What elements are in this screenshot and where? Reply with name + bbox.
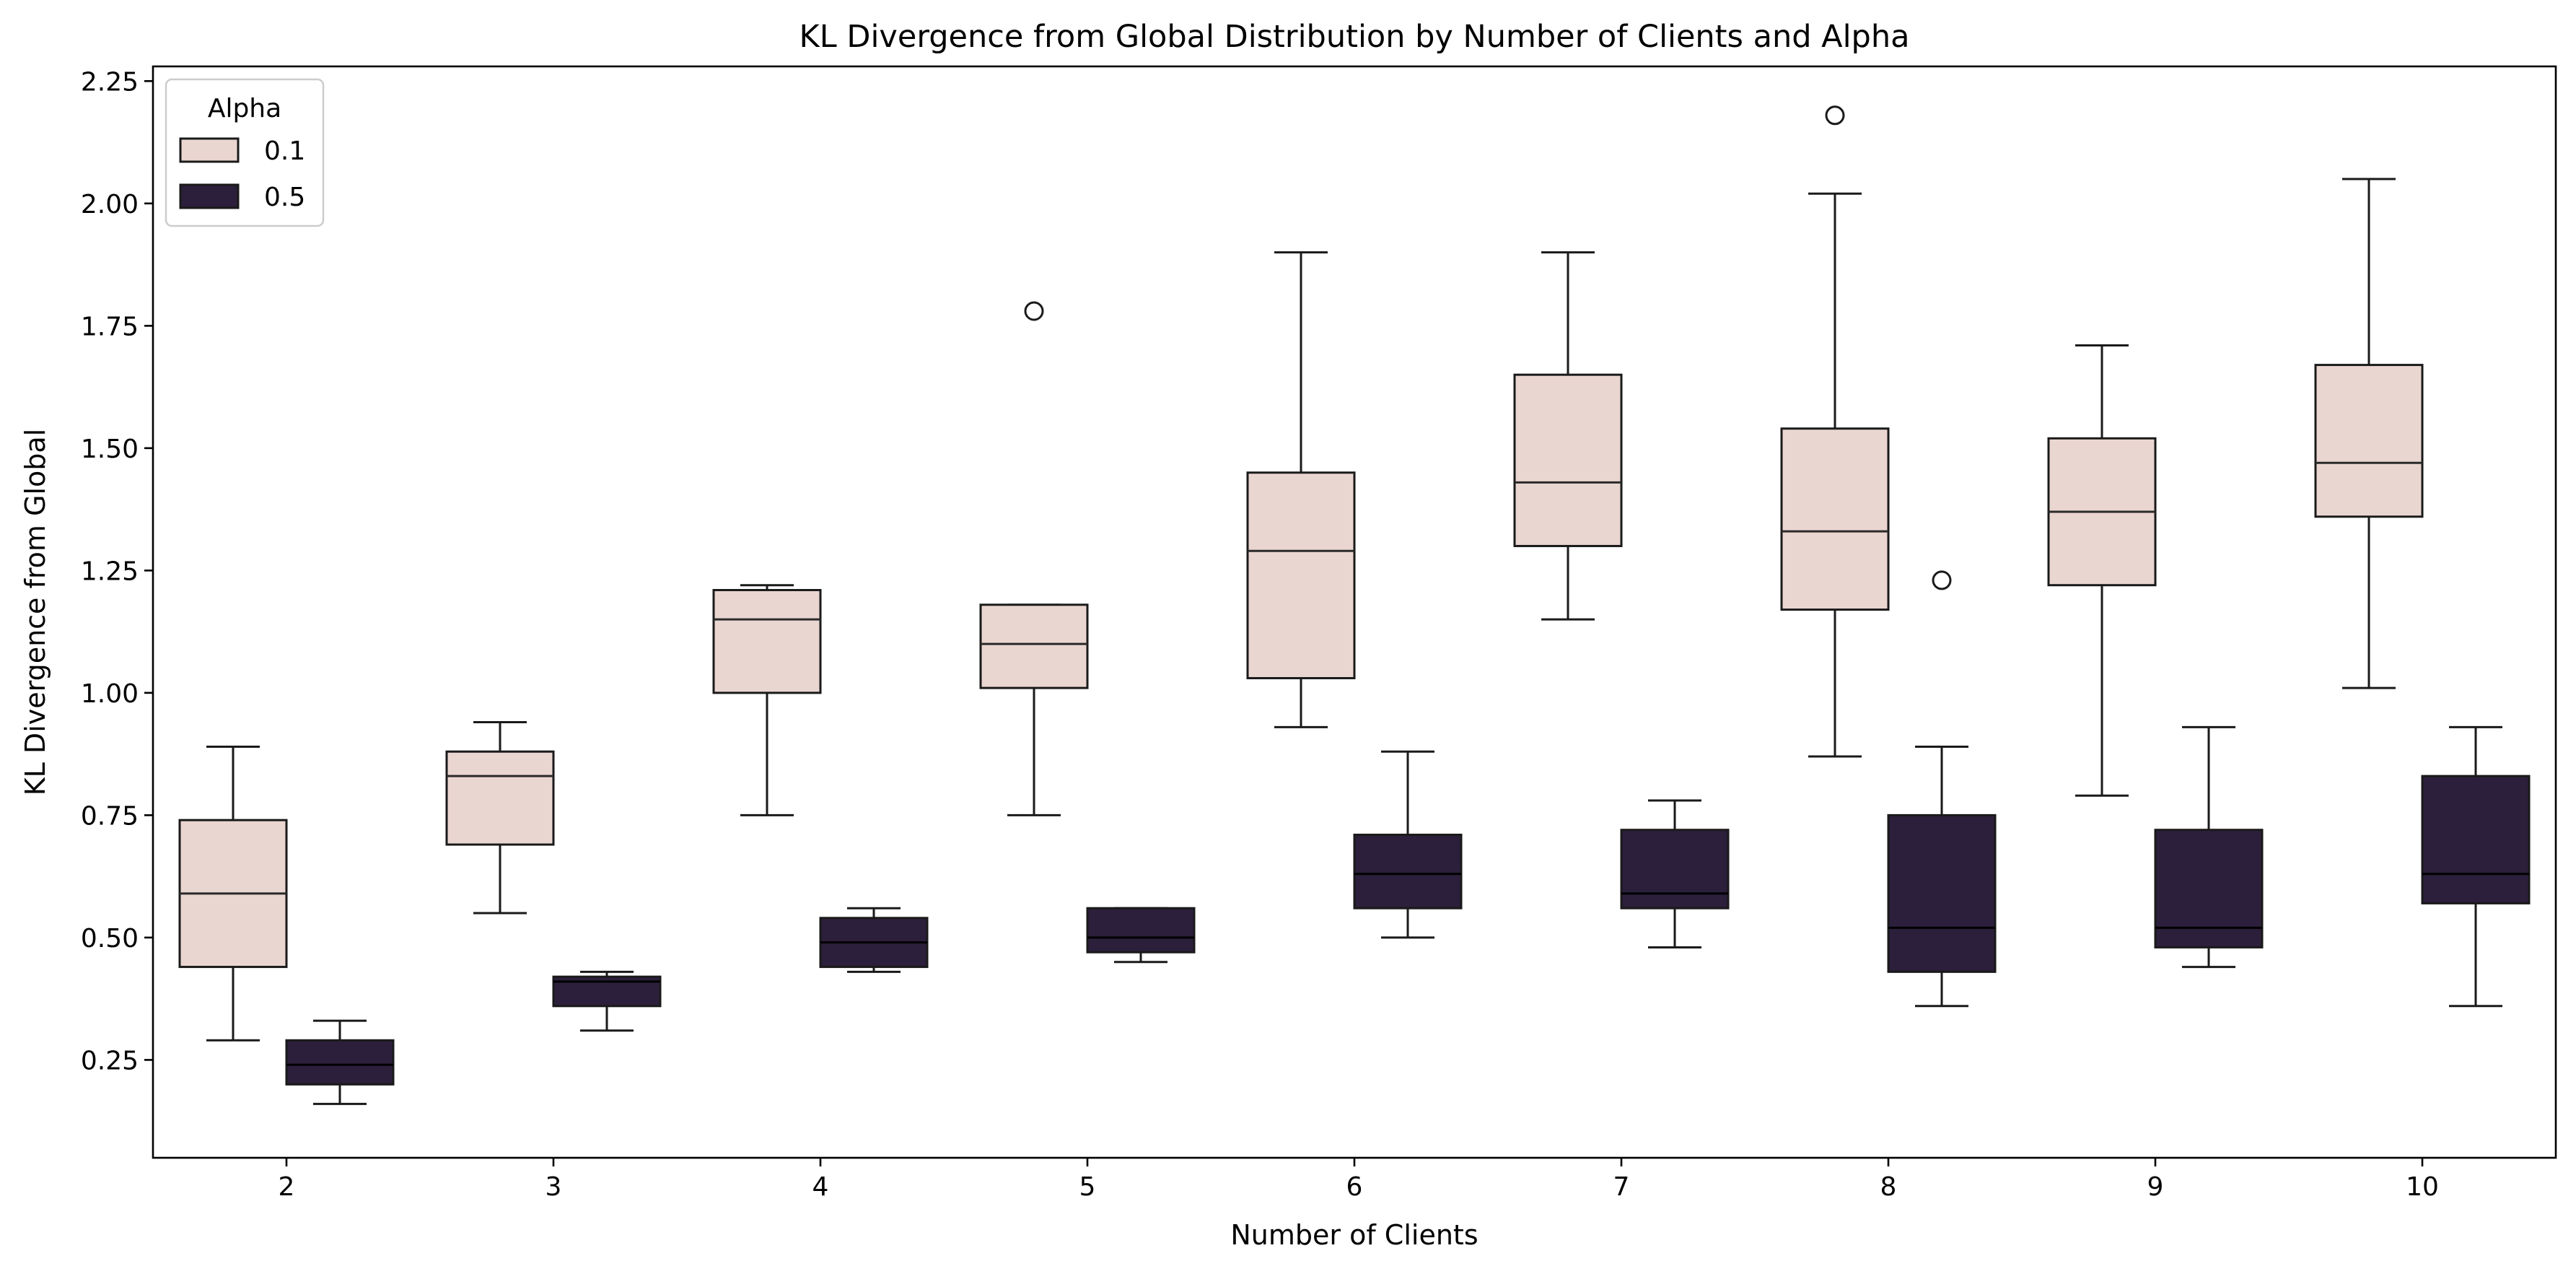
legend-swatch-0.1 [179,137,240,163]
box-iqr [285,1039,395,1086]
box-series-0.1-clients-9 [2047,344,2157,797]
box-iqr [712,588,822,694]
box-series-0.5-clients-2 [285,1019,395,1105]
y-tick-label: 1.75 [81,312,139,341]
box-series-0.1-clients-2 [178,745,288,1042]
x-tick-label: 4 [812,1172,829,1202]
y-axis-ticks: 0.25 0.50 0.75 1.00 1.25 1.50 1.75 2.00 2.25 [81,67,153,1076]
y-tick-label: 0.50 [81,924,139,954]
box-series-0.5-clients-4 [819,907,929,973]
box-series-0.5-clients-5 [1086,907,1196,964]
box-iqr [1246,471,1356,680]
x-tick-label: 7 [1613,1172,1630,1202]
legend-label-0.1: 0.1 [264,136,305,166]
legend-label-0.5: 0.5 [264,183,305,212]
box-series-0.5-clients-10 [2421,725,2531,1008]
box-series-0.5-clients-7 [1620,799,1730,948]
box-series-0.5-clients-3 [552,970,662,1032]
x-axis-ticks: 2 3 4 5 6 7 8 9 10 [279,1158,2439,1202]
box-iqr [1620,829,1730,909]
outlier-point [1825,105,1845,126]
box-iqr [445,750,555,846]
box-iqr [1353,834,1463,909]
box-series-0.5-clients-8 [1887,570,1997,1008]
y-tick-label: 1.00 [81,679,139,709]
legend-title: Alpha [208,94,281,123]
x-axis-label: Number of Clients [1230,1219,1478,1251]
x-tick-label: 8 [1880,1172,1897,1202]
y-tick-label: 1.50 [81,435,139,464]
y-tick-label: 0.25 [81,1046,139,1076]
legend: Alpha 0.1 0.5 [165,78,325,227]
plot-frame [152,65,2557,1159]
box-iqr [2154,829,2264,948]
box-series-0.5-clients-9 [2154,725,2264,969]
x-tick-label: 2 [279,1172,295,1202]
y-tick-label: 2.25 [81,67,139,97]
box-series-0.5-clients-6 [1353,750,1463,939]
box-iqr [1513,373,1623,547]
y-tick-label: 2.00 [81,190,139,219]
box-iqr [2421,775,2531,904]
plot-marks [178,105,2531,1105]
chart-title: KL Divergence from Global Distribution b… [799,19,1910,55]
legend-swatch-0.5 [179,183,240,209]
x-tick-label: 5 [1079,1172,1096,1202]
x-tick-label: 3 [546,1172,562,1202]
x-tick-label: 10 [2406,1172,2439,1202]
box-iqr [1780,427,1890,611]
box-series-0.1-clients-3 [445,721,555,915]
box-iqr [1887,813,1997,973]
y-tick-label: 1.25 [81,557,139,586]
box-iqr [979,603,1089,689]
outlier-point [1932,570,1952,590]
outlier-point [1024,301,1044,321]
box-iqr [1086,907,1196,954]
x-tick-label: 9 [2147,1172,2164,1202]
x-tick-label: 6 [1346,1172,1363,1202]
box-series-0.1-clients-4 [712,584,822,816]
box-series-0.1-clients-6 [1246,251,1356,728]
box-series-0.1-clients-5 [979,301,1089,816]
box-series-0.1-clients-8 [1780,105,1890,758]
y-axis-label: KL Divergence from Global [19,429,51,795]
box-series-0.1-clients-10 [2314,178,2424,689]
box-iqr [2314,364,2424,518]
box-series-0.1-clients-7 [1513,251,1623,621]
y-tick-label: 0.75 [81,801,139,831]
